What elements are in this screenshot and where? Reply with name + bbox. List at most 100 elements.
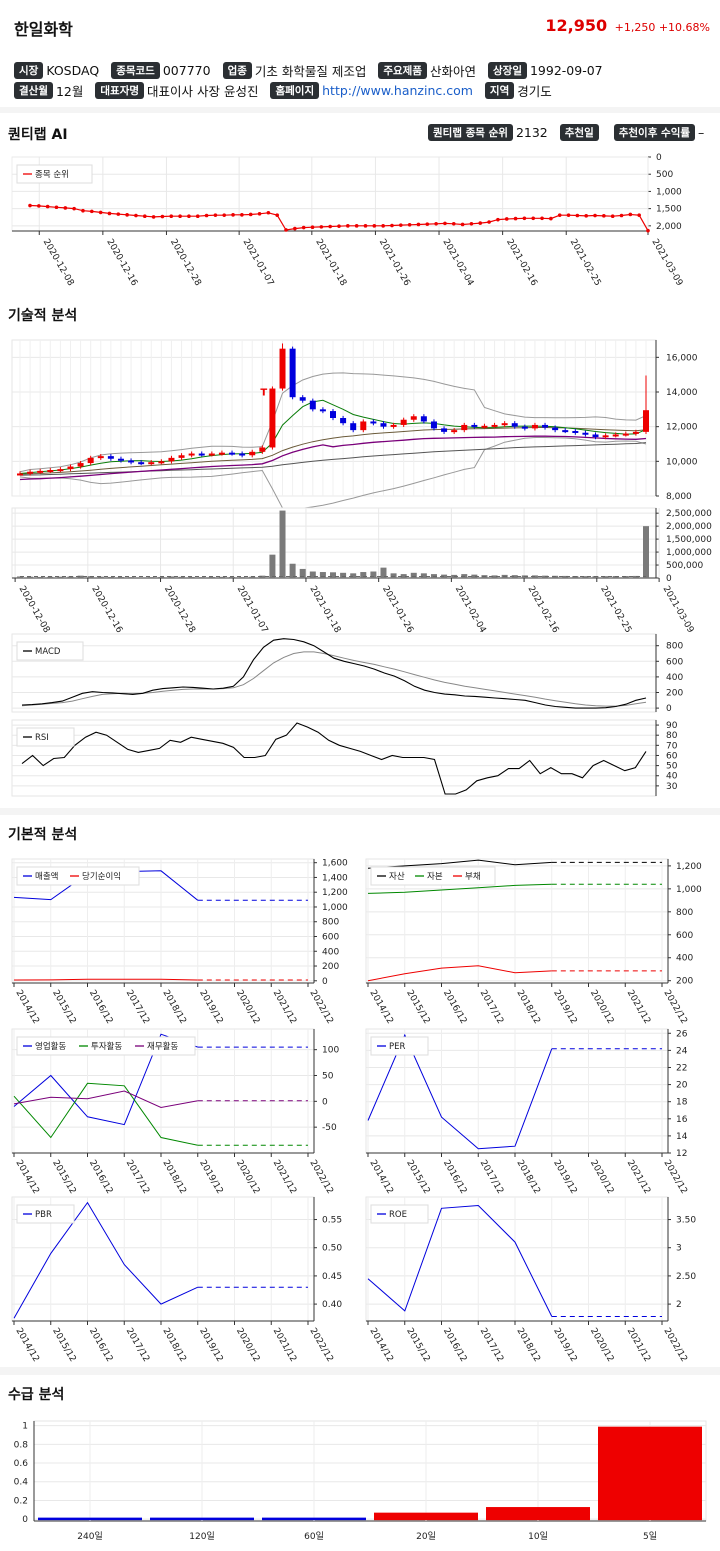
volume-bar-10 [117,576,124,578]
volume-bar-59 [612,576,619,578]
rank-point-64 [593,213,597,218]
quant-title: 퀀티랩 AI [8,127,68,143]
y-tick-label: 3.50 [676,1216,696,1226]
y-tick-label: -50 [322,1123,337,1133]
volume-bar-62 [643,526,649,578]
rank-point-14 [151,215,156,219]
candle-body-48 [501,423,508,426]
tech-card: 기술적 분석 8,000 10,000 12,000 14,000 16,000 T 0 50… [0,296,720,808]
info-value-row2-3: 경기도 [517,84,552,99]
y-tick-label: 12,000 [666,423,698,433]
volume-bar-11 [128,577,135,578]
candle-body-18 [198,453,205,456]
candle-body-7 [87,457,94,464]
volume-bar-5 [67,576,74,578]
candle-body-27 [289,348,296,398]
legend-label-0: PER [389,1042,405,1052]
candle-body-11 [128,460,135,463]
y-tick-label: 1,000 [656,187,682,197]
y-tick-label: 1,000,000 [666,548,712,558]
y-tick-label: 0.40 [322,1300,342,1310]
candle-body-22 [239,453,246,456]
legend-label-2: 재무활동 [147,1041,178,1052]
rank-point-62 [575,213,580,218]
volume-bar-29 [309,571,316,578]
rank-point-35 [337,224,341,228]
x-tick-label: 2017/12 [124,989,151,1026]
x-tick-label: 2021-01-18 [307,585,342,636]
legend-box [16,641,84,661]
y-tick-label: 20 [676,1081,688,1091]
rank-point-29 [284,228,288,232]
y-tick-label: 2,500,000 [666,509,712,519]
homepage-link[interactable]: http://www.hanzinc.com [322,83,473,98]
x-tick-label: 2015/12 [404,989,431,1026]
y-tick-label: 90 [666,721,678,731]
volume-bar-42 [441,574,448,578]
volume-bar-8 [97,576,104,578]
candle-body-30 [319,409,326,412]
volume-bar-2 [37,576,44,578]
rank-point-8 [98,210,103,215]
rank-point-0 [28,203,32,208]
volume-bar-58 [602,576,609,578]
rank-point-47 [443,221,447,226]
fund-charts: 02004006008001,0001,2001,4001,6002014/12… [11,858,702,1364]
y-tick-label: 400 [676,954,693,964]
y-tick-label: 400 [322,947,339,957]
candle-body-41 [430,421,437,429]
y-tick-label: 8,000 [666,492,692,502]
candle-body-49 [511,423,518,427]
x-tick-label: 2015/12 [50,1159,77,1196]
y-tick-label: 24 [676,1046,688,1056]
volume-bar-0 [17,576,23,578]
candle-body-58 [602,435,609,438]
y-tick-label: 500,000 [666,561,703,571]
x-tick-label: 2019/12 [197,1327,224,1364]
rank-point-55 [513,216,518,221]
rank-point-54 [504,217,509,221]
legend-box [370,866,496,886]
y-tick-label: 2.50 [676,1272,696,1282]
rank-point-51 [478,221,483,225]
candle-body-3 [47,470,54,472]
x-tick-label: 2022/12 [307,1159,334,1196]
rank-point-63 [584,214,588,218]
y-tick-label: 200 [322,962,339,972]
volume-panel [11,507,657,579]
y-tick-label: 600 [676,931,693,941]
volume-bar-36 [380,567,387,578]
candle-body-21 [229,452,236,455]
x-tick-label: 2022/12 [661,989,688,1026]
info-tag-row1-2: 업종 [222,62,252,79]
cashflow-line-2 [13,1090,198,1109]
rank-point-30 [293,226,297,231]
info-value-row2-1: 대표이사 사장 윤성진 [147,84,259,99]
candle-body-24 [259,447,266,452]
x-tick-label: 2020/12 [234,1159,261,1196]
x-tick-label: 2017/12 [124,1159,151,1196]
candle-body-10 [117,458,124,461]
candle-body-51 [531,424,538,429]
y-tick-label: 600 [322,933,339,943]
x-tick-label: 2014/12 [367,1327,394,1364]
rank-point-18 [187,214,191,218]
candle-body-56 [582,432,589,435]
x-tick-label: 2020-12-16 [104,238,139,289]
legend-box [16,1204,75,1224]
x-tick-label: 2019/12 [197,1159,224,1196]
candle-body-37 [390,424,397,427]
candle-body-4 [57,469,64,472]
y-tick-label: 50 [322,1072,334,1082]
y-tick-label: 22 [676,1063,687,1073]
rank-point-2 [45,204,50,209]
x-tick-label: 60일 [304,1531,324,1542]
candle-body-42 [441,428,448,432]
x-tick-label: 2017/12 [478,1327,505,1364]
y-tick-label: 12 [676,1149,687,1159]
supply-bar-3 [374,1512,478,1521]
volume-bar-22 [239,577,246,578]
volume-bar-25 [269,554,276,578]
y-tick-label: 500 [656,170,673,180]
legend-box [370,1204,429,1224]
